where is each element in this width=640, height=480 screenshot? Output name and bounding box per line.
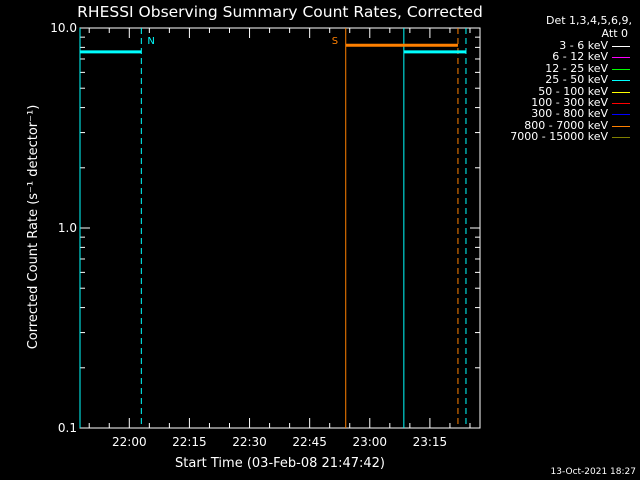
legend-entry: 7000 - 15000 keV	[480, 130, 632, 144]
x-tick-label: 22:30	[232, 435, 267, 449]
legend-entry: 3 - 6 keV	[480, 40, 632, 51]
legend-swatch	[612, 91, 630, 93]
y-tick-label: 0.1	[58, 421, 77, 435]
legend-entry: 25 - 50 keV	[480, 73, 632, 87]
legend-label: 25 - 50 keV	[545, 73, 608, 87]
marker-label-s: S	[332, 36, 338, 47]
x-tick-label: 22:45	[292, 435, 327, 449]
chart-title: RHESSI Observing Summary Count Rates, Co…	[77, 3, 483, 21]
legend-header-detectors: Det 1,3,4,5,6,9,	[545, 14, 632, 27]
legend-label: 300 - 800 keV	[531, 107, 608, 121]
legend-swatch	[612, 125, 630, 127]
x-tick-label: 23:00	[352, 435, 387, 449]
legend: Det 1,3,4,5,6,9, Att 0 3 - 6 keV 6 - 12 k…	[480, 14, 632, 143]
legend-swatch	[612, 102, 630, 104]
legend-label: 6 - 12 keV	[552, 50, 608, 64]
y-tick-label: 10.0	[50, 21, 77, 35]
legend-label: 7000 - 15000 keV	[510, 130, 608, 144]
plot-frame	[79, 27, 481, 429]
y-axis-label: Corrected Count Rate (s⁻¹ detector⁻¹)	[26, 105, 41, 350]
generation-timestamp: 13-Oct-2021 18:27	[550, 467, 636, 477]
legend-label: 100 - 300 keV	[531, 95, 608, 109]
legend-entry: 12 - 25 keV	[480, 61, 632, 75]
legend-label: 50 - 100 keV	[538, 84, 608, 98]
legend-swatch	[612, 46, 630, 47]
legend-swatch	[612, 114, 630, 116]
legend-label: 3 - 6 keV	[559, 39, 608, 52]
legend-swatch	[612, 57, 630, 59]
legend-label: 12 - 25 keV	[545, 61, 608, 75]
legend-swatch	[612, 68, 630, 70]
x-axis-label: Start Time (03-Feb-08 21:47:42)	[175, 456, 385, 471]
legend-swatch	[612, 137, 630, 139]
legend-header-attenuator: Att 0	[601, 27, 628, 40]
legend-label: 800 - 7000 keV	[524, 118, 608, 132]
x-tick-label: 22:00	[112, 435, 147, 449]
legend-entry: 6 - 12 keV	[480, 50, 632, 64]
legend-entry: 800 - 7000 keV	[480, 118, 632, 132]
legend-entry: 100 - 300 keV	[480, 97, 632, 108]
x-tick-label: 22:15	[172, 435, 207, 449]
marker-label-n: N	[147, 36, 154, 47]
y-tick-label: 1.0	[58, 221, 77, 235]
legend-entry: 50 - 100 keV	[480, 84, 632, 98]
legend-entry: 300 - 800 keV	[480, 107, 632, 121]
x-tick-label: 23:15	[413, 435, 448, 449]
legend-swatch	[612, 80, 630, 82]
